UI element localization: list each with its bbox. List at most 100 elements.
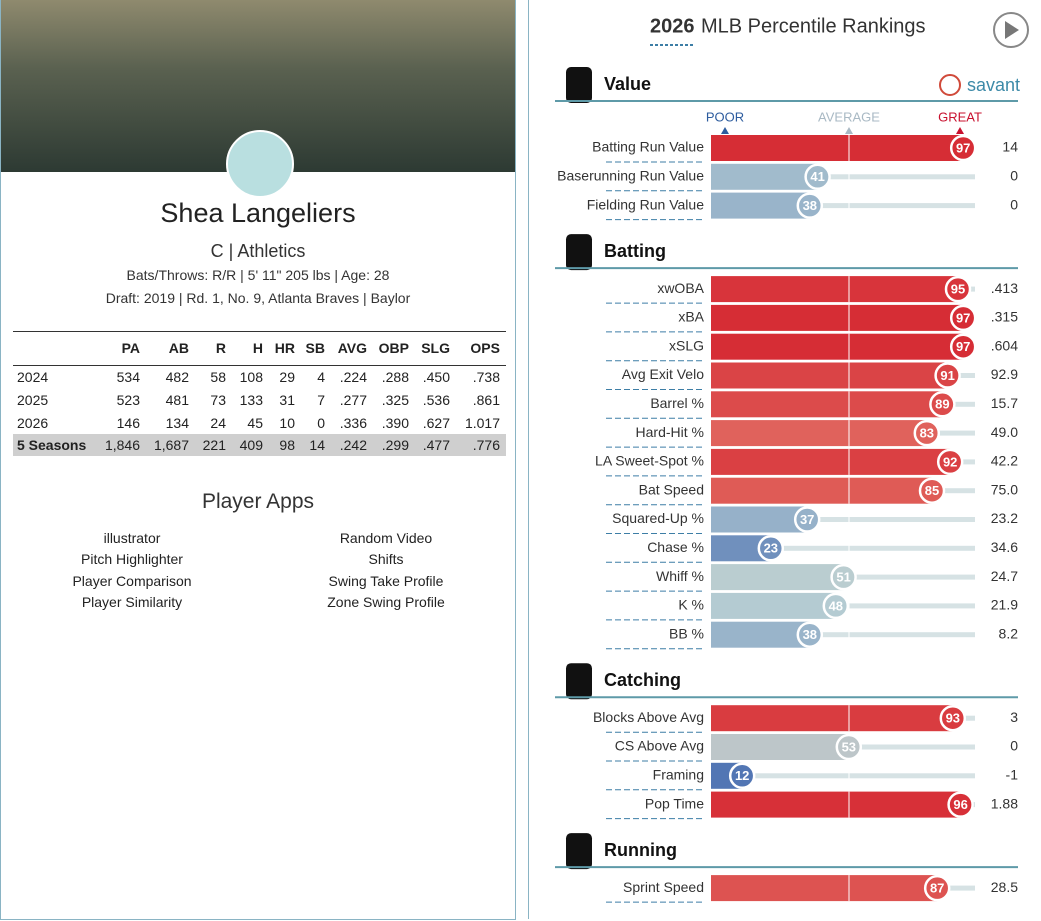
- percentile-value: 87: [930, 881, 944, 896]
- stat-cell: .325: [381, 392, 409, 408]
- metric-label: Whiff %: [656, 568, 704, 584]
- metric-value: 15.7: [991, 395, 1018, 411]
- season-label: 5 Seasons: [17, 437, 87, 453]
- percentile-badge: [830, 563, 857, 591]
- track: [843, 574, 975, 580]
- percentile-badge: [947, 791, 974, 818]
- stat-cell: .242: [339, 437, 367, 453]
- percentile-bar: [711, 333, 964, 360]
- percentile-bar: [711, 391, 943, 418]
- scale-marker: [721, 127, 729, 134]
- percentile-badge: [949, 134, 977, 162]
- metric-value: 14: [1002, 139, 1018, 155]
- stat-cell: 73: [210, 392, 226, 408]
- section-title: Running: [604, 840, 677, 860]
- scale-marker: [845, 127, 853, 134]
- scale-marker: [956, 127, 964, 134]
- track: [817, 174, 975, 180]
- metric-value: .315: [991, 309, 1018, 325]
- percentile-bar: [711, 705, 953, 732]
- stat-cell: .450: [422, 369, 450, 385]
- stat-cell: .224: [339, 369, 367, 385]
- percentile-bar: [711, 163, 818, 190]
- metric-value: 34.6: [991, 539, 1018, 555]
- metric-label: xwOBA: [657, 280, 704, 296]
- track: [809, 632, 975, 638]
- percentile-badge: [934, 362, 961, 389]
- stat-cell: .477: [422, 437, 450, 453]
- app-link[interactable]: Zone Swing Profile: [327, 594, 445, 610]
- stat-cell: 409: [239, 437, 263, 453]
- percentile-badge: [796, 621, 824, 648]
- column-header: H: [252, 340, 263, 356]
- stat-cell: .738: [472, 369, 500, 385]
- app-link[interactable]: Player Similarity: [81, 594, 183, 610]
- section-title: Batting: [604, 241, 666, 261]
- brand-label: savant: [967, 75, 1020, 95]
- column-header: SLG: [421, 340, 450, 356]
- metric-value: .413: [991, 280, 1018, 296]
- percentile-value: 97: [956, 140, 970, 155]
- percentile-bar: [711, 564, 844, 591]
- metric-label: Framing: [653, 767, 704, 783]
- percentile-value: 51: [836, 570, 850, 585]
- percentile-bar: [711, 477, 932, 504]
- metric-label: Hard-Hit %: [636, 424, 704, 440]
- percentile-value: 41: [810, 169, 824, 184]
- metric-value: 75.0: [991, 481, 1018, 497]
- metric-value: 28.5: [991, 879, 1018, 895]
- metric-value: 49.0: [991, 424, 1018, 440]
- percentile-badge: [757, 535, 785, 562]
- header-rule: [13, 365, 506, 366]
- track: [848, 744, 975, 750]
- metric-value: 42.2: [991, 453, 1018, 469]
- player-bio: Bats/Throws: R/R | 5' 11" 205 lbs | Age:…: [126, 267, 390, 283]
- track: [770, 545, 975, 551]
- stat-cell: .627: [422, 415, 450, 431]
- player-avatar: [226, 130, 294, 198]
- metric-value: 1.88: [991, 795, 1018, 811]
- percentile-badge: [913, 419, 941, 447]
- track: [835, 603, 975, 609]
- stat-cell: 108: [239, 369, 263, 385]
- metric-label: K %: [678, 597, 704, 613]
- column-header: OBP: [378, 340, 409, 356]
- app-link[interactable]: Player Comparison: [72, 573, 192, 589]
- percentile-value: 92: [943, 454, 957, 469]
- percentile-badge: [929, 391, 956, 418]
- percentile-badge: [936, 448, 964, 476]
- stat-cell: 1,687: [153, 437, 189, 453]
- app-link[interactable]: Pitch Highlighter: [81, 551, 183, 567]
- percentile-value: 38: [803, 627, 817, 642]
- metric-label: Pop Time: [645, 795, 704, 811]
- metric-value: 23.2: [991, 510, 1018, 526]
- percentile-bar: [711, 135, 964, 161]
- metric-label: Blocks Above Avg: [593, 709, 704, 725]
- stat-cell: 45: [247, 415, 263, 431]
- stat-cell: 133: [239, 392, 263, 408]
- percentile-value: 96: [953, 797, 967, 812]
- stat-cell: 31: [279, 392, 295, 408]
- stat-cell: 523: [116, 392, 140, 408]
- app-link[interactable]: Swing Take Profile: [328, 573, 444, 589]
- column-header: PA: [121, 340, 140, 356]
- track: [807, 517, 975, 522]
- percentile-badge: [944, 275, 972, 303]
- app-link[interactable]: Shifts: [368, 551, 404, 567]
- stat-cell: .536: [422, 392, 450, 408]
- app-link[interactable]: Random Video: [339, 530, 433, 546]
- stat-cell: .861: [472, 392, 500, 408]
- stat-cell: .390: [381, 415, 409, 431]
- stat-cell: 4: [317, 369, 325, 385]
- app-link[interactable]: illustrator: [103, 530, 161, 546]
- percentile-value: 38: [803, 198, 817, 213]
- metric-value: .604: [991, 337, 1018, 353]
- rankings-year: 2026: [650, 15, 695, 37]
- percentile-value: 93: [946, 711, 960, 726]
- percentile-bar: [711, 875, 938, 902]
- play-icon: [1005, 21, 1019, 39]
- metric-label: Bat Speed: [639, 481, 704, 497]
- section-icon: [566, 234, 592, 271]
